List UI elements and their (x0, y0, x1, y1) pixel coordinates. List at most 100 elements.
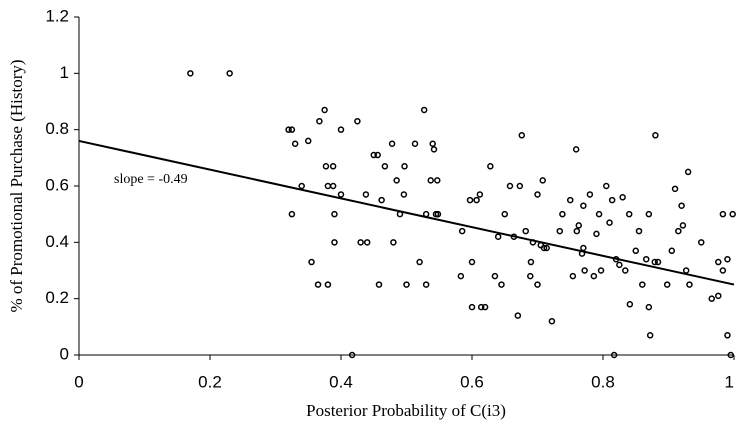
point (226, 70, 233, 77)
point (581, 267, 588, 274)
point (534, 281, 541, 288)
point (314, 281, 322, 288)
point (575, 222, 583, 229)
point (559, 210, 566, 218)
point (724, 332, 731, 339)
point (608, 196, 616, 204)
point (684, 168, 692, 176)
point (556, 227, 564, 235)
point (331, 239, 338, 246)
point (639, 281, 646, 288)
point (540, 244, 548, 252)
point (466, 196, 474, 204)
point (498, 281, 505, 288)
point (305, 137, 312, 145)
point (626, 301, 634, 308)
y-tick-label: 0 (60, 344, 69, 363)
y-tick-label: 1.2 (45, 6, 69, 25)
point (516, 182, 524, 190)
point (719, 267, 727, 274)
point (652, 132, 659, 139)
point (416, 258, 423, 266)
point (682, 267, 690, 274)
x-tick-label: 1 (725, 372, 734, 391)
point (494, 233, 502, 240)
point (506, 182, 514, 190)
point (632, 247, 639, 255)
point (329, 163, 337, 170)
point (675, 227, 682, 235)
point (729, 210, 736, 218)
point (390, 239, 397, 246)
point (686, 281, 693, 288)
point (593, 230, 600, 238)
point (487, 163, 494, 170)
point (381, 163, 389, 170)
point (616, 261, 623, 269)
annotation: slope = -0.49 (114, 172, 188, 187)
point (645, 303, 653, 311)
point (572, 146, 580, 153)
point (403, 281, 410, 288)
point (642, 255, 650, 263)
point (288, 126, 296, 133)
point (580, 202, 587, 209)
point (363, 239, 371, 246)
point (429, 140, 436, 147)
point (388, 140, 396, 147)
point (291, 140, 299, 147)
point (595, 210, 603, 218)
point (548, 317, 556, 325)
point (654, 258, 662, 266)
point (324, 182, 332, 190)
point (606, 219, 613, 226)
point (635, 227, 643, 235)
point (622, 267, 629, 274)
point (422, 210, 430, 218)
y-tick-label: 0.2 (45, 288, 69, 307)
point (514, 312, 522, 319)
point (401, 163, 408, 170)
point (378, 196, 385, 204)
point (422, 281, 430, 288)
point (362, 191, 370, 198)
point (645, 210, 653, 218)
point (518, 132, 526, 139)
point (573, 227, 581, 235)
point (522, 227, 529, 235)
point (321, 106, 328, 114)
point (420, 106, 428, 114)
point (400, 191, 408, 198)
point (646, 332, 654, 339)
point (529, 239, 537, 246)
point (527, 272, 534, 280)
point (510, 233, 518, 240)
point (567, 196, 574, 204)
x-axis-title: Posterior Probability of C(i3) (306, 401, 506, 420)
point (651, 258, 658, 266)
y-tick-label: 0.8 (45, 119, 69, 138)
point (477, 303, 485, 311)
point (578, 250, 586, 257)
point (468, 303, 476, 311)
point (534, 191, 541, 198)
point (324, 281, 332, 288)
point (671, 185, 679, 193)
x-tick-label: 0.6 (460, 372, 484, 391)
point (663, 281, 671, 288)
point (396, 210, 404, 218)
point (298, 182, 305, 190)
x-tick-label: 0.4 (329, 372, 353, 391)
point (481, 303, 489, 311)
point (698, 239, 705, 246)
point (374, 151, 381, 159)
y-tick-label: 0.6 (45, 175, 69, 194)
point (527, 258, 535, 266)
x-tick-label: 0 (74, 372, 83, 391)
point (715, 258, 722, 266)
point (393, 177, 400, 184)
point (619, 194, 626, 201)
point (457, 272, 465, 280)
point (331, 210, 338, 218)
